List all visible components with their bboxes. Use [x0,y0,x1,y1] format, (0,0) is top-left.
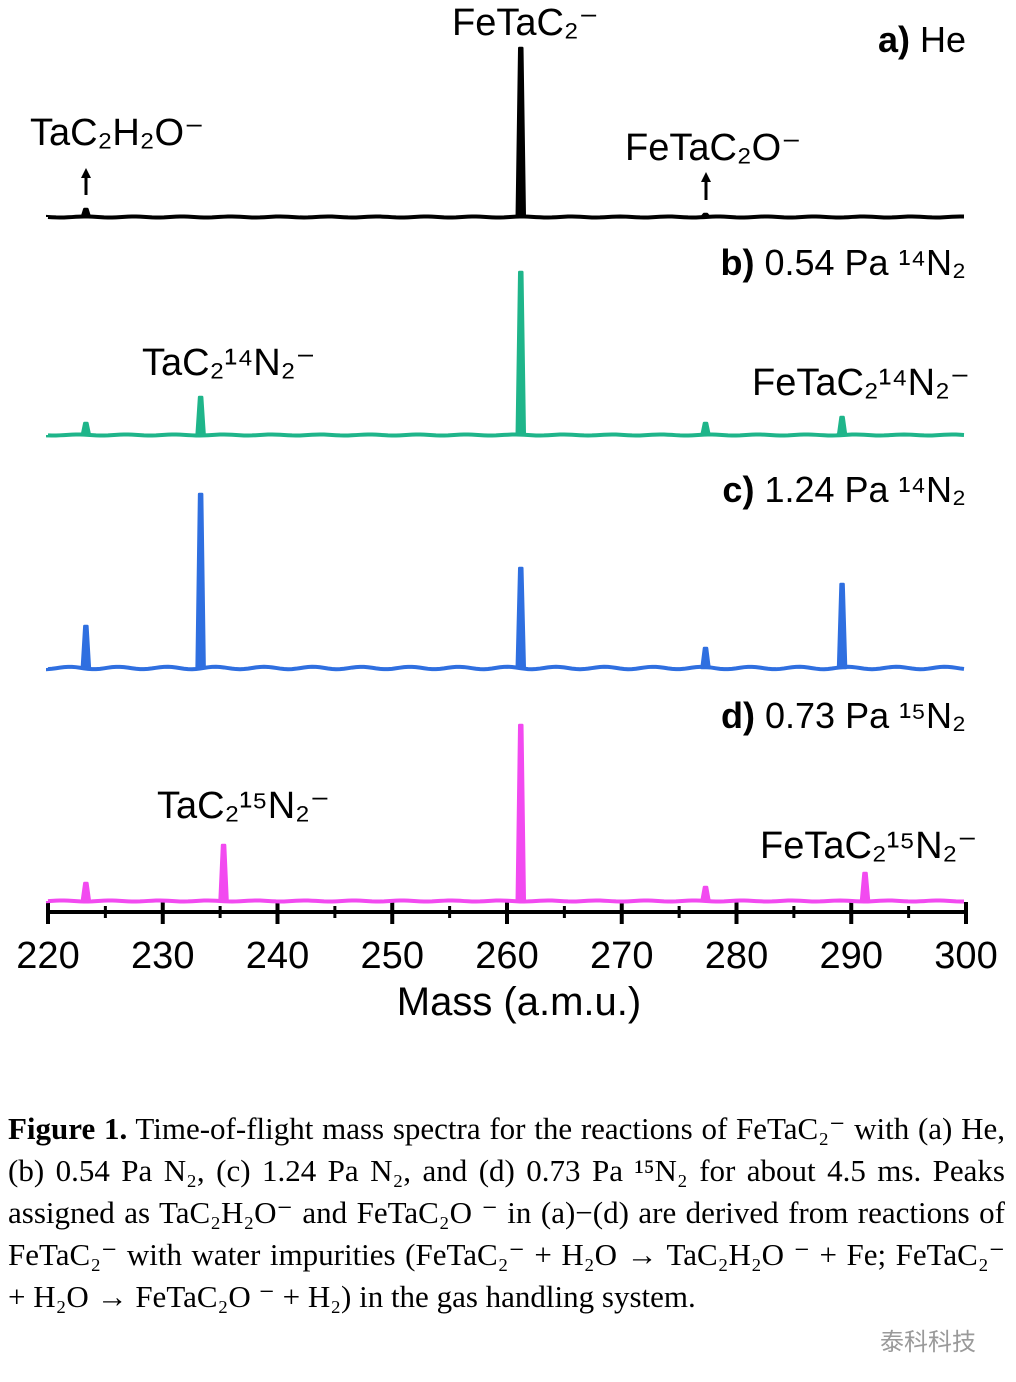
baseline [46,432,965,438]
x-tick-label: 280 [705,935,768,977]
peak [700,646,711,670]
peak [859,871,871,903]
series-name: 0.54 Pa ¹⁴N₂ [764,242,966,283]
peak [515,723,527,903]
panel-label: d) 0.73 Pa ¹⁵N₂ [721,695,966,736]
caption: Figure 1. Time-of-flight mass spectra fo… [8,1108,1005,1318]
panel-letter: c) [722,469,754,510]
peak [195,492,206,670]
peak-annotation: TaC₂H₂O⁻ [30,112,204,154]
series-name: 0.73 Pa ¹⁵N₂ [765,695,966,736]
peak-annotation: FeTaC₂⁻ [452,2,599,44]
baseline [46,898,965,904]
x-axis-label: Mass (a.m.u.) [397,980,641,1024]
arrow-head [81,168,91,178]
x-tick-label: 250 [361,935,424,977]
x-tick-label: 290 [820,935,883,977]
peak-annotation: TaC₂¹⁴N₂⁻ [142,342,316,384]
peak [836,415,848,437]
series-name: 1.24 Pa ¹⁴N₂ [764,469,966,510]
peak-annotation: FeTaC₂¹⁴N₂⁻ [752,362,970,404]
peak [700,885,711,903]
panel-letter: b) [720,242,754,283]
x-tick-label: 300 [934,935,997,977]
x-tick-label: 230 [131,935,194,977]
peak-annotation: FeTaC₂O⁻ [625,127,801,169]
peak [195,395,206,437]
watermark: 泰科科技 [880,1328,976,1356]
panel-letter: a) [878,19,910,60]
peak [80,624,92,670]
baseline [46,664,965,672]
arrow-head [701,172,711,182]
caption-text: Time-of-flight mass spectra for the reac… [8,1111,1005,1314]
peak [218,843,229,903]
x-tick-label: 240 [246,935,309,977]
x-tick-label: 260 [475,935,538,977]
peak [515,46,527,219]
peak [80,881,92,903]
panel-label: b) 0.54 Pa ¹⁴N₂ [720,242,966,283]
peak [80,207,92,219]
peak [700,212,711,219]
panel-label: a) He [878,19,966,60]
peak [80,421,92,437]
peak [515,566,527,670]
chart: Mass (a.m.u.) 220 230 240 250 260 270 280 290 30… [16,2,997,1024]
caption-label: Figure 1. [8,1111,128,1146]
peak [836,582,848,670]
series-name: He [920,19,966,60]
peak [700,421,711,437]
peak-annotation: TaC₂¹⁵N₂⁻ [157,785,330,827]
panel-letter: d) [721,695,755,736]
peak-annotation: FeTaC₂¹⁵N₂⁻ [760,825,977,867]
x-tick-label: 270 [590,935,653,977]
peak [515,270,527,437]
baseline [46,214,965,220]
x-tick-label: 220 [16,935,79,977]
panel-label: c) 1.24 Pa ¹⁴N₂ [722,469,966,510]
